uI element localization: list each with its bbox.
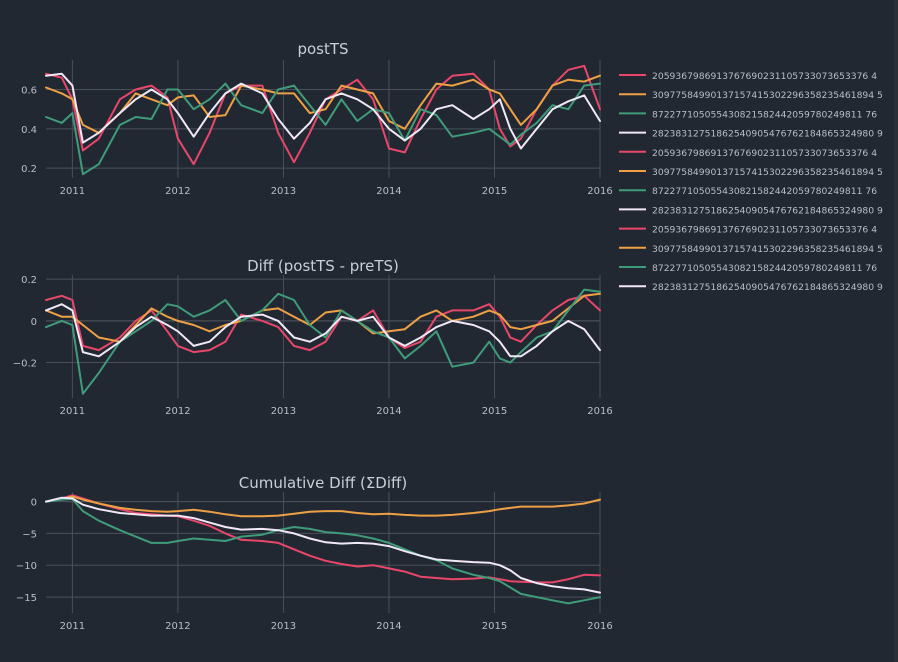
chart-panel-2: Diff (postTS - preTS) 2011 2012 2013 2014 201… [13,257,613,417]
chart-title: Cumulative Diff (ΣDiff) [239,474,407,492]
legend-label: 872277105055430821582442059780249811 76 [652,186,877,197]
legend-label: 28238312751862540905476762184865324980 9 [652,282,883,293]
legend: 2059367986913767690231105733073653376 4 3… [619,71,883,293]
legend-item[interactable]: 872277105055430821582442059780249811 76 [619,109,877,120]
x-tick-label: 2012 [165,186,190,197]
x-tick-label: 2013 [271,621,296,632]
x-tick-label: 2013 [271,186,296,197]
legend-label: 872277105055430821582442059780249811 76 [652,109,877,120]
legend-label: 2059367986913767690231105733073653376 4 [652,71,877,82]
legend-item[interactable]: 872277105055430821582442059780249811 76 [619,186,877,197]
series-line-3 [45,288,601,395]
x-tick-label: 2016 [587,621,612,632]
legend-label: 28238312751862540905476762184865324980 9 [652,129,883,140]
chart-title: Diff (postTS - preTS) [247,257,399,275]
series-line-3 [45,498,601,605]
legend-item[interactable]: 30977584990137157415302296358235461894 5 [619,90,883,101]
series-line-2 [45,292,601,343]
chart-panel-3: Cumulative Diff (ΣDiff) 2011 2012 2013 2014 2… [16,474,613,632]
x-tick-label: 2015 [482,186,507,197]
legend-item[interactable]: 28238312751862540905476762184865324980 9 [619,129,883,140]
series-line-1 [45,64,601,166]
series-line-1 [45,294,601,354]
x-tick-label: 2012 [165,621,190,632]
scrollbar[interactable] [894,0,898,662]
x-tick-label: 2015 [482,406,507,417]
y-tick-label: −0.2 [13,359,37,370]
legend-label: 30977584990137157415302296358235461894 5 [652,167,883,178]
y-tick-label: −5 [22,529,37,540]
x-tick-label: 2014 [376,186,401,197]
series-line-1 [45,494,601,584]
legend-label: 2059367986913767690231105733073653376 4 [652,225,877,236]
legend-item[interactable]: 2059367986913767690231105733073653376 4 [619,225,877,236]
legend-label: 2059367986913767690231105733073653376 4 [652,148,877,159]
series-line-2 [45,74,601,134]
chart-panel-1: postTS 2011 2012 2013 2014 2015 2016 0.2 0.4 0.6 [21,40,613,197]
x-tick-label: 2011 [60,621,85,632]
legend-label: 30977584990137157415302296358235461894 5 [652,244,883,255]
x-tick-label: 2013 [271,406,296,417]
legend-label: 30977584990137157415302296358235461894 5 [652,90,883,101]
y-tick-label: 0.6 [21,86,37,97]
x-tick-label: 2016 [587,406,612,417]
legend-label: 872277105055430821582442059780249811 76 [652,263,877,274]
series-line-4 [45,496,601,594]
y-tick-label: 0 [31,317,37,328]
series-line-4 [45,72,601,150]
x-tick-label: 2015 [482,621,507,632]
x-tick-label: 2016 [587,186,612,197]
y-tick-label: 0.2 [21,275,37,286]
x-tick-label: 2011 [60,186,85,197]
y-tick-label: −15 [16,593,37,604]
y-tick-label: −10 [16,561,37,572]
legend-item[interactable]: 2059367986913767690231105733073653376 4 [619,71,877,82]
chart-title: postTS [297,40,348,58]
legend-item[interactable]: 30977584990137157415302296358235461894 5 [619,167,883,178]
legend-item[interactable]: 28238312751862540905476762184865324980 9 [619,282,883,293]
series-line-3 [45,82,601,176]
legend-item[interactable]: 2059367986913767690231105733073653376 4 [619,148,877,159]
y-tick-label: 0 [31,498,37,509]
x-tick-label: 2014 [376,621,401,632]
x-tick-label: 2014 [376,406,401,417]
y-tick-label: 0.4 [21,125,37,136]
series-line-2 [45,495,601,518]
x-tick-label: 2012 [165,406,190,417]
x-tick-label: 2011 [60,406,85,417]
legend-label: 28238312751862540905476762184865324980 9 [652,205,883,216]
legend-item[interactable]: 872277105055430821582442059780249811 76 [619,263,877,274]
y-tick-label: 0.2 [21,164,37,175]
legend-item[interactable]: 30977584990137157415302296358235461894 5 [619,244,883,255]
legend-item[interactable]: 28238312751862540905476762184865324980 9 [619,205,883,216]
series-line-4 [45,303,601,358]
